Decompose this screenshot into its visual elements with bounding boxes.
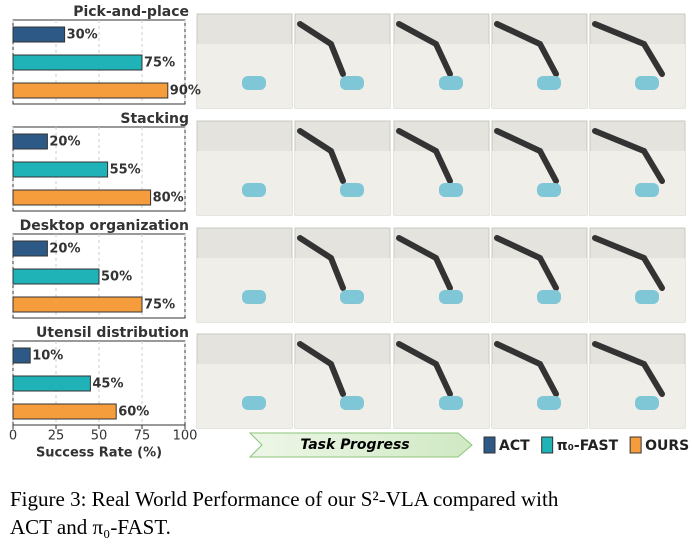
bar [12,296,143,313]
table-surface [197,44,292,108]
value-label: 55% [110,163,141,178]
table-surface [590,44,685,108]
value-label: 30% [67,28,98,43]
robot-arm [297,21,346,77]
robot-arm [592,21,665,77]
robot-arm [592,235,665,291]
legend-swatch [541,436,554,454]
x-tick-label: 0 [9,429,17,444]
chart-title: Pick-and-place [73,4,189,20]
robot-arm [297,235,346,291]
robot-arm [396,341,453,397]
robot-arm [494,341,559,397]
bar [12,240,48,257]
bowl [242,396,266,410]
value-label: 60% [118,405,149,420]
progress-label: Task Progress [300,437,409,453]
bowl [340,290,364,304]
table-surface [492,258,587,322]
value-label: 20% [49,242,80,257]
bowl [242,183,266,197]
table-surface [197,258,292,322]
value-label: 10% [32,349,63,364]
bowl [635,290,659,304]
bar [12,189,152,206]
bar [12,26,66,43]
bar [12,375,91,392]
value-label: 45% [92,377,123,392]
bowl [242,76,266,90]
x-tick-label: 25 [48,429,65,444]
table-surface [197,364,292,428]
bowl [439,396,463,410]
bowl [340,76,364,90]
bowl [537,76,561,90]
robot-arm [396,235,453,291]
progress-arrow [248,432,473,458]
bowl [439,290,463,304]
bowl [537,183,561,197]
table-surface [492,151,587,215]
value-label: 90% [170,84,201,99]
caption-line: ACT and π₀-FAST. [10,515,171,539]
x-tick-label: 50 [91,429,108,444]
legend-label: OURS [645,438,689,454]
table-surface [492,44,587,108]
robot-arm [396,21,453,77]
robot-arm [592,341,665,397]
bowl [537,290,561,304]
value-label: 75% [144,56,175,71]
chart-title: Utensil distribution [36,325,189,341]
bowl [439,76,463,90]
legend-swatch [629,436,642,454]
value-label: 75% [144,298,175,313]
bar [12,347,31,364]
table-surface [590,151,685,215]
table-surface [590,364,685,428]
bowl [242,290,266,304]
bowl [635,183,659,197]
bowl [537,396,561,410]
table-surface [590,258,685,322]
robot-arm [494,128,559,184]
table-surface [492,364,587,428]
robot-arm [494,235,559,291]
legend-label: π₀-FAST [557,438,619,454]
value-label: 80% [153,191,184,206]
bar [12,161,109,178]
bowl [340,183,364,197]
x-tick-label: 100 [173,429,198,444]
value-label: 20% [49,135,80,150]
bar [12,403,117,420]
x-tick-label: 75 [134,429,151,444]
chart-title: Stacking [120,111,189,127]
robot-arm [297,341,346,397]
table-surface [197,151,292,215]
bar [12,268,100,285]
caption-line: Figure 3: Real World Performance of our … [10,487,559,511]
bowl [635,396,659,410]
robot-arm [396,128,453,184]
bar [12,82,169,99]
bowl [635,76,659,90]
bar [12,133,48,150]
bar [12,54,143,71]
robot-arm [592,128,665,184]
legend-label: ACT [499,438,530,454]
legend-swatch [483,436,496,454]
x-axis-label: Success Rate (%) [36,446,162,461]
robot-arm [494,21,559,77]
value-label: 50% [101,270,132,285]
chart-title: Desktop organization [20,218,189,234]
robot-arm [297,128,346,184]
bowl [439,183,463,197]
bowl [340,396,364,410]
